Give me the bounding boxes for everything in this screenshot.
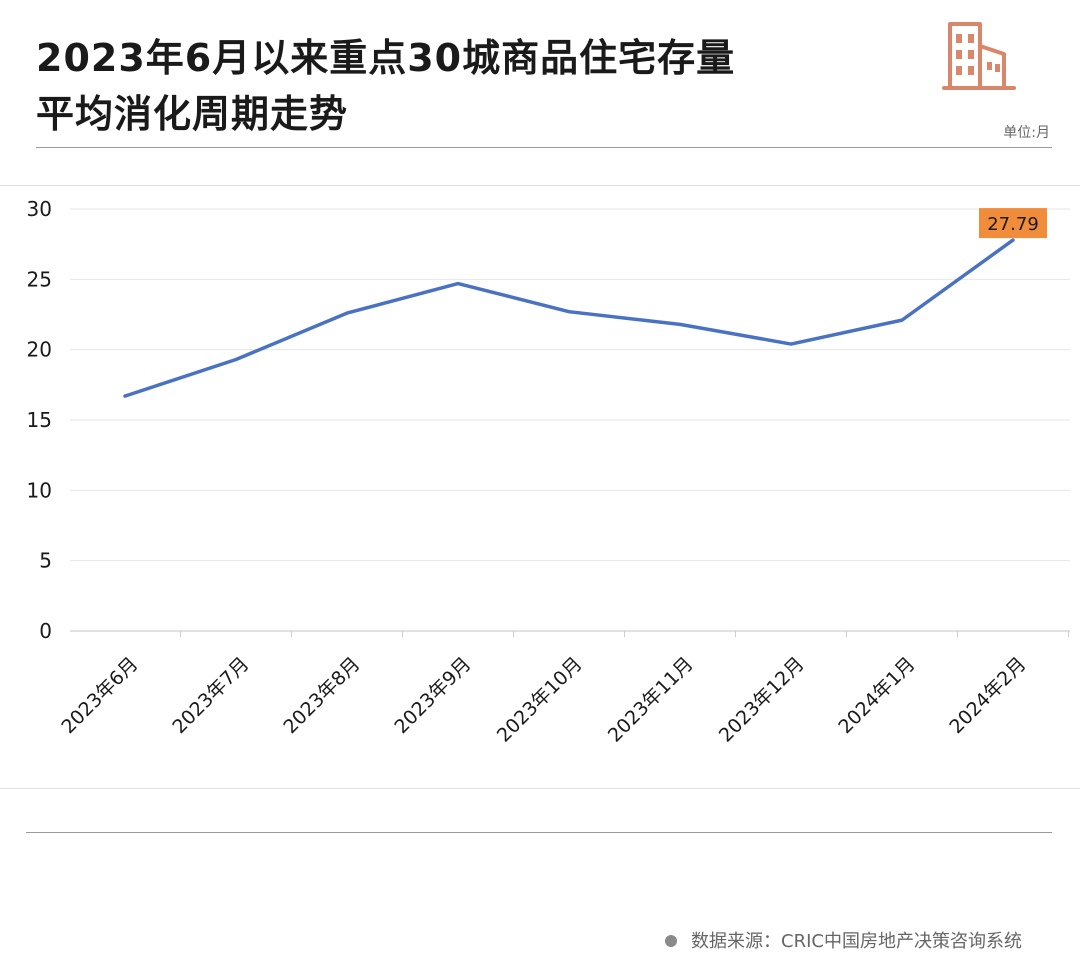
- series: [123, 238, 1015, 398]
- building-icon: [942, 22, 1016, 90]
- y-tick-label: 15: [27, 408, 52, 432]
- y-tick-label: 30: [27, 197, 52, 221]
- source-note: 数据来源：CRIC中国房地产决策咨询系统: [665, 927, 1022, 953]
- y-tick-label: 5: [39, 549, 52, 573]
- chart-panel: 0 5 10 15 20 25 30 2023年6月 2023年7月 2023年8月 2023年9…: [0, 185, 1080, 789]
- gridlines: [70, 208, 1070, 562]
- data-labels: 27.79: [979, 208, 1047, 239]
- x-tick-label: 2023年7月: [168, 653, 253, 738]
- y-tick-label: 20: [27, 338, 52, 362]
- line-chart: 0 5 10 15 20 25 30 2023年6月 2023年7月 2023年8月 2023年9…: [27, 197, 1070, 747]
- data-label: 27.79: [987, 214, 1039, 235]
- x-tick-label: 2024年1月: [834, 653, 919, 738]
- x-tick-label: 2023年12月: [715, 653, 809, 747]
- x-tick-label: 2023年11月: [604, 653, 698, 747]
- x-tick-label: 2024年2月: [945, 653, 1030, 738]
- y-tick-label: 25: [27, 267, 52, 291]
- data-label-box: [979, 208, 1047, 239]
- y-axis-ticks: 0 5 10 15 20 25 30: [27, 197, 52, 643]
- title-line-1: 2023年6月以来重点30城商品住宅存量: [36, 36, 736, 80]
- x-axis-ticks: 2023年6月 2023年7月 2023年8月 2023年9月 2023年10月 2023…: [57, 631, 1069, 747]
- series-line: [123, 238, 1015, 398]
- x-tick-label: 2023年10月: [493, 653, 587, 747]
- x-tick-label: 2023年6月: [57, 653, 142, 738]
- x-tick-label: 2023年8月: [279, 653, 364, 738]
- y-tick-label: 10: [27, 478, 52, 502]
- title-divider: [36, 147, 1052, 148]
- bullet-icon: [665, 935, 678, 947]
- unit-label: 单位:月: [1003, 125, 1050, 141]
- chart-title: 2023年6月以来重点30城商品住宅存量 平均消化周期走势: [36, 30, 896, 142]
- footer-divider: [26, 832, 1052, 833]
- x-tick-label: 2023年9月: [390, 653, 475, 738]
- y-tick-label: 0: [39, 619, 52, 643]
- title-line-2: 平均消化周期走势: [36, 92, 349, 136]
- source-text: 数据来源：CRIC中国房地产决策咨询系统: [691, 931, 1022, 952]
